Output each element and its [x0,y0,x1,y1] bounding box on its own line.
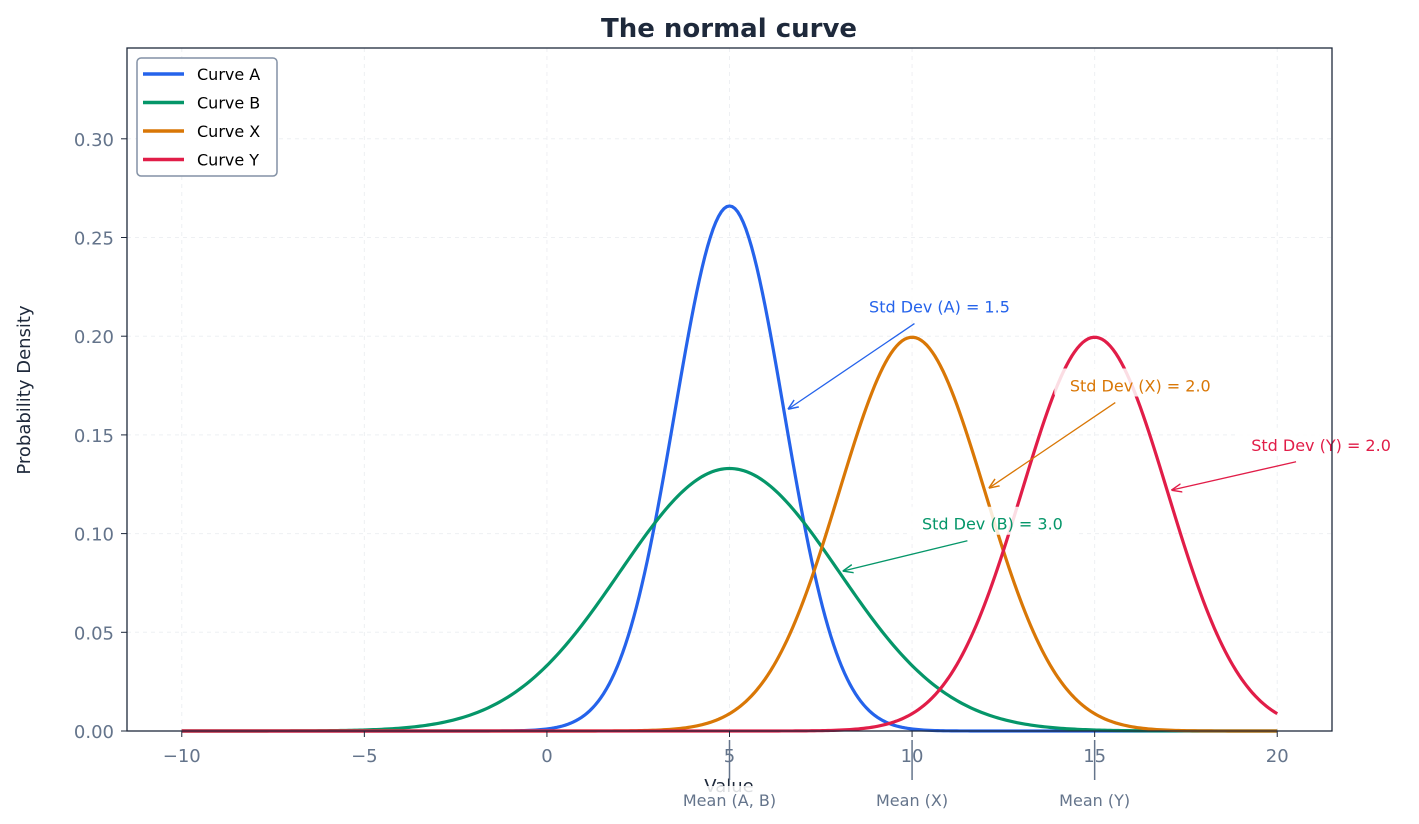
annotation-text: Std Dev (Y) = 2.0 [1251,436,1391,455]
legend-label: Curve Y [197,151,259,170]
annotation-arrow [843,540,968,571]
mean-label-background [1034,786,1155,808]
x-tick-label: 0 [541,746,552,767]
mean-markers: Mean (A, B) Mean (X) Mean (Y) [669,740,1155,810]
curves [181,204,1279,733]
y-tick-label: 0.05 [74,623,114,644]
y-tick-label: 0.20 [74,327,114,348]
mean-marker-label: Mean (A, B) [683,791,776,810]
legend-label: Curve X [197,122,260,141]
x-tick-label: −5 [351,746,378,767]
x-tick-label: −10 [163,746,201,767]
annotation-background [1235,427,1408,456]
y-tick-label: 0.15 [74,426,114,447]
plot-frame [126,47,1333,732]
annotation-arrow [788,323,915,410]
chart-title: The normal curve [601,14,857,44]
annotation-arrow [989,402,1116,489]
legend-box [136,57,278,177]
y-tick-label: 0.00 [74,722,114,743]
x-tick-label: 20 [1266,746,1289,767]
legend-label: Curve B [197,94,260,113]
annotation-text: Std Dev (A) = 1.5 [869,298,1010,317]
legend-label: Curve A [197,65,260,84]
mean-label-background [669,786,790,808]
annotation-background [1054,368,1227,397]
y-tick-label: 0.25 [74,229,114,250]
annotation-text: Std Dev (B) = 3.0 [922,515,1063,534]
annotation-arrow [1171,461,1297,490]
annotation-background [906,506,1079,535]
annotation-text: Std Dev (X) = 2.0 [1070,377,1211,396]
annotation-background [853,289,1026,318]
y-axis-label: Probability Density [14,305,35,475]
y-tick-label: 0.30 [74,130,114,151]
mean-marker-label: Mean (X) [876,791,948,810]
mean-label-background [852,786,973,808]
y-tick-label: 0.10 [74,525,114,546]
mean-marker-label: Mean (Y) [1059,791,1130,810]
legend: Curve A Curve B Curve X Curve Y [136,57,278,177]
annotations: Std Dev (A) = 1.5 Std Dev (B) = 3.0 Std De… [788,289,1408,572]
